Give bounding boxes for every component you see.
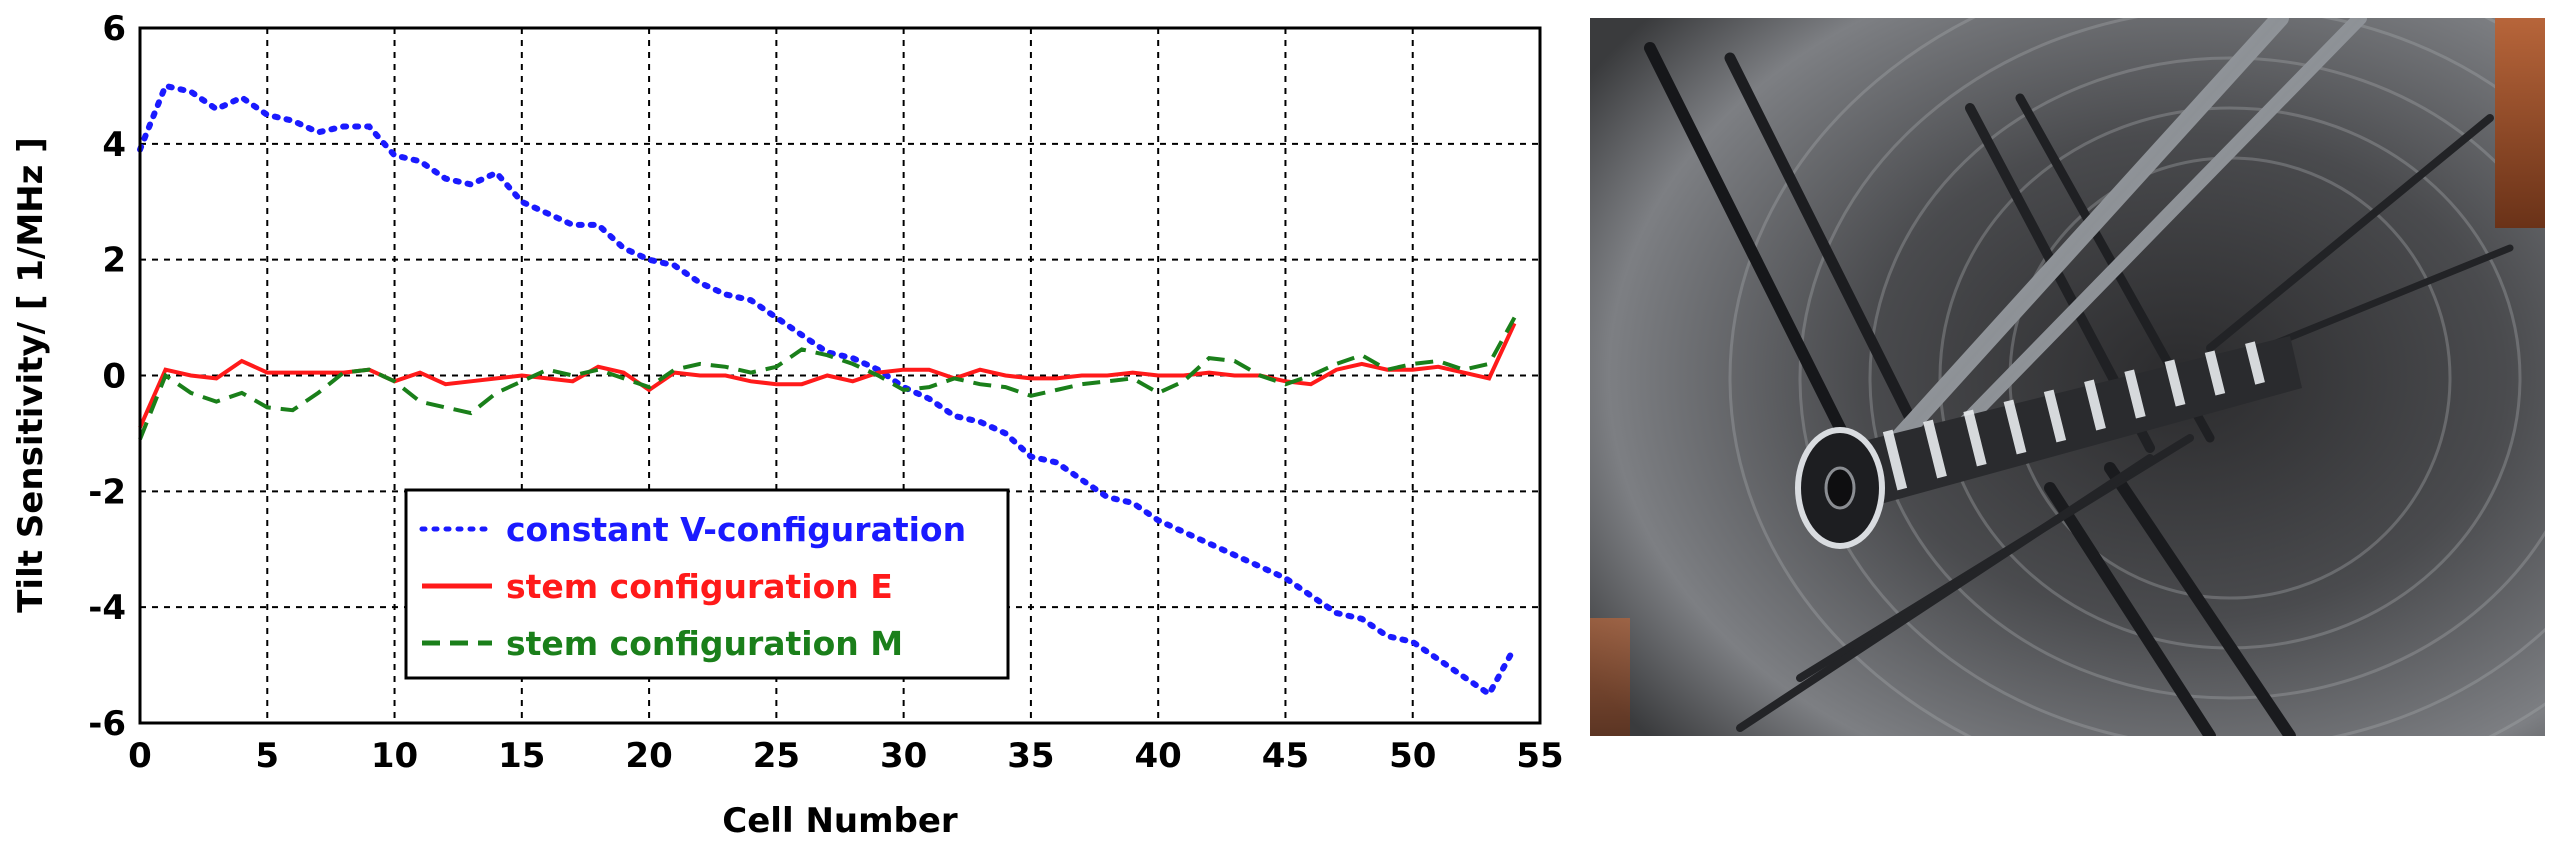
y-tick-label: -2 (88, 472, 126, 512)
legend: constant V-configuration stem configurat… (404, 488, 1010, 680)
x-tick-label: 15 (498, 736, 545, 776)
legend-label-stem-e: stem configuration E (506, 567, 893, 606)
y-axis-title: Tilt Sensitivity/ [ 1/MHz ] (11, 137, 51, 613)
series-layer (137, 82, 1518, 699)
x-tick-label: 55 (1516, 736, 1563, 776)
y-tick-label: 2 (102, 241, 126, 281)
x-tick-label: 40 (1135, 736, 1182, 776)
legend-label-constant-v: constant V-configuration (506, 510, 966, 549)
y-tick-label: 4 (102, 125, 126, 165)
x-tick-label: 35 (1007, 736, 1054, 776)
x-tick-label: 0 (128, 736, 152, 776)
y-tick-label: -4 (88, 588, 126, 628)
series-line-0 (137, 82, 1518, 699)
x-tick-label: 10 (371, 736, 418, 776)
x-tick-label: 30 (880, 736, 927, 776)
legend-box (404, 488, 1010, 680)
x-tick-label: 20 (625, 736, 672, 776)
y-tick-label: 0 (102, 357, 126, 397)
x-tick-label: 50 (1389, 736, 1436, 776)
y-tick-label: 6 (102, 9, 126, 49)
legend-label-stem-m: stem configuration M (506, 624, 903, 663)
plot-frame (138, 26, 1542, 725)
x-axis-title: Cell Number (722, 801, 958, 841)
series-line-2 (138, 316, 1517, 440)
y-tick-label: -6 (88, 704, 126, 744)
rfq-cavity-photo (1590, 18, 2545, 736)
x-tick-label: 45 (1262, 736, 1309, 776)
x-tick-label: 5 (255, 736, 279, 776)
x-tick-label: 25 (753, 736, 800, 776)
